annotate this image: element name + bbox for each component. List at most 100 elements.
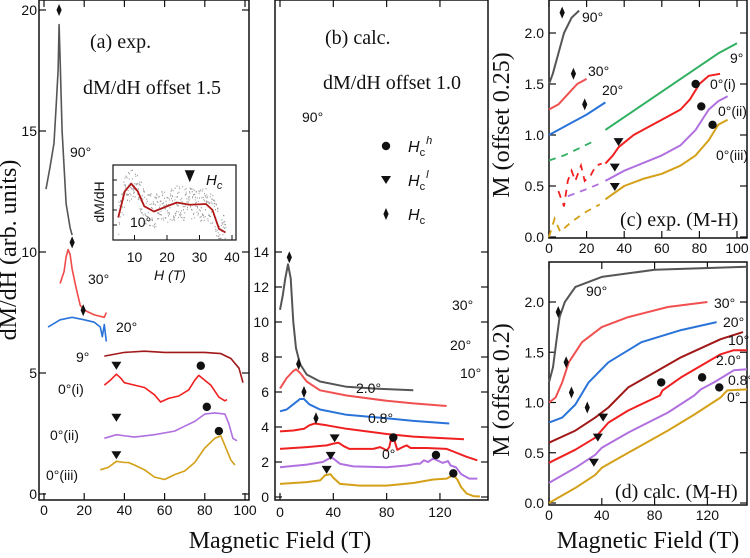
legend-marker-hc-h (381, 141, 391, 151)
y-tick-label: 1.0 (525, 127, 545, 143)
series-line (45, 23, 73, 236)
series-label: 0°(ii) (718, 103, 747, 119)
series-line (548, 331, 744, 444)
x-tick-label: 120 (696, 507, 720, 523)
y-tick-label: 0 (29, 486, 37, 502)
marker-hc-h (389, 433, 398, 442)
series-label: 0° (727, 389, 740, 405)
plot-frame (548, 261, 748, 506)
marker-hc (570, 67, 577, 80)
x-tick-label: 0 (545, 507, 553, 523)
series-line (548, 321, 717, 424)
inset-x-label: H (T) (154, 267, 186, 283)
y-tick-label: 6 (261, 384, 269, 400)
marker-hc (313, 412, 319, 425)
series-label: 90° (70, 144, 91, 160)
marker-hc (80, 304, 86, 317)
series-line (548, 388, 748, 504)
marker-hc-h (697, 102, 706, 111)
series-label: 20° (116, 319, 137, 335)
x-tick-label: 40 (326, 504, 342, 520)
marker-hc-l (321, 465, 332, 474)
series-line (279, 263, 414, 392)
series-label: 0°(i) (710, 76, 736, 92)
series-label: 0°(i) (58, 381, 84, 397)
series-line (548, 349, 747, 464)
series-line (604, 72, 721, 165)
series-line (548, 78, 588, 111)
x-tick-label: 0 (545, 240, 553, 256)
series-line (604, 95, 729, 182)
marker-hc-h (214, 426, 224, 436)
marker-hc-h (196, 361, 205, 370)
legend-label: Hc (408, 207, 426, 227)
x-axis-label-d: Magnetic Field (T) (557, 528, 740, 554)
marker-hc-l (111, 413, 122, 422)
y-axis-label-a: dM/dH (arb. units) (0, 160, 22, 341)
series-line (103, 373, 228, 403)
series-label: 30° (588, 63, 609, 79)
panel-c (548, 0, 748, 239)
marker-hc-l (609, 163, 620, 172)
marker-hc-h (691, 79, 700, 89)
x-tick-label: 60 (654, 240, 670, 256)
x-tick-label: 20 (579, 240, 595, 256)
marker-hc (584, 401, 590, 414)
y-tick-label: 1.5 (525, 76, 545, 92)
series-line (548, 301, 708, 404)
series-label: 90° (582, 9, 603, 25)
plot-frame (274, 0, 489, 501)
x-tick-label: 60 (157, 502, 173, 518)
x-axis-label: Magnetic Field (T) (189, 528, 372, 554)
marker-hc (301, 386, 307, 398)
marker-hc-h (708, 120, 717, 129)
series-label: 2.0° (356, 380, 381, 396)
series-label: 0.8° (368, 410, 393, 426)
x-tick-label: 80 (692, 240, 708, 256)
marker-hc-l (598, 413, 609, 422)
series-line (548, 368, 748, 484)
series-line (604, 42, 738, 131)
y-tick-label: 0.5 (525, 178, 545, 194)
series-label: 9° (76, 349, 89, 365)
x-tick-label: 100 (233, 502, 257, 518)
legend-label: Hch (408, 135, 432, 159)
series-label: 0.8° (728, 372, 750, 388)
series-line-dashed (567, 182, 602, 198)
series-line-dashed (548, 139, 597, 162)
series-label: 90° (302, 109, 323, 125)
x-tick-label: 40 (594, 507, 610, 523)
inset: Hc (112, 164, 237, 241)
marker-hc (69, 236, 75, 249)
x-tick-label: 40 (117, 502, 133, 518)
series-line (279, 440, 478, 462)
y-tick-label: 8 (261, 349, 269, 365)
x-tick-label: 80 (379, 504, 395, 520)
series-line-dashed (557, 162, 602, 207)
y-tick-label: 2.0 (525, 294, 545, 310)
x-tick-label: 40 (616, 240, 632, 256)
inset-series-label: 10° (130, 214, 151, 230)
plot-frame (38, 0, 250, 501)
inset-y-label: dM/dH (91, 181, 107, 222)
y-tick-label: 15 (21, 123, 37, 139)
x-tick-label: 120 (428, 504, 452, 520)
y-axis-label-c: M (offset 0.25) (489, 52, 515, 198)
series-line (104, 350, 244, 383)
series-label: 10° (460, 365, 481, 381)
legend-label: Hcl (408, 169, 429, 193)
series-label: 9° (730, 50, 743, 66)
panel-b (274, 0, 489, 501)
x-tick-label: 80 (647, 507, 663, 523)
series-line (279, 368, 447, 407)
inset-marker-hc (184, 170, 195, 183)
panel-title: (b) calc. (325, 27, 391, 49)
marker-hc-h (202, 402, 212, 412)
marker-hc (563, 356, 569, 369)
marker-hc-h (697, 373, 707, 382)
y-tick-label: 0.0 (525, 229, 545, 245)
series-label: 10° (728, 332, 749, 348)
y-tick-label: 14 (253, 244, 269, 260)
y-tick-label: 0.0 (525, 495, 545, 511)
